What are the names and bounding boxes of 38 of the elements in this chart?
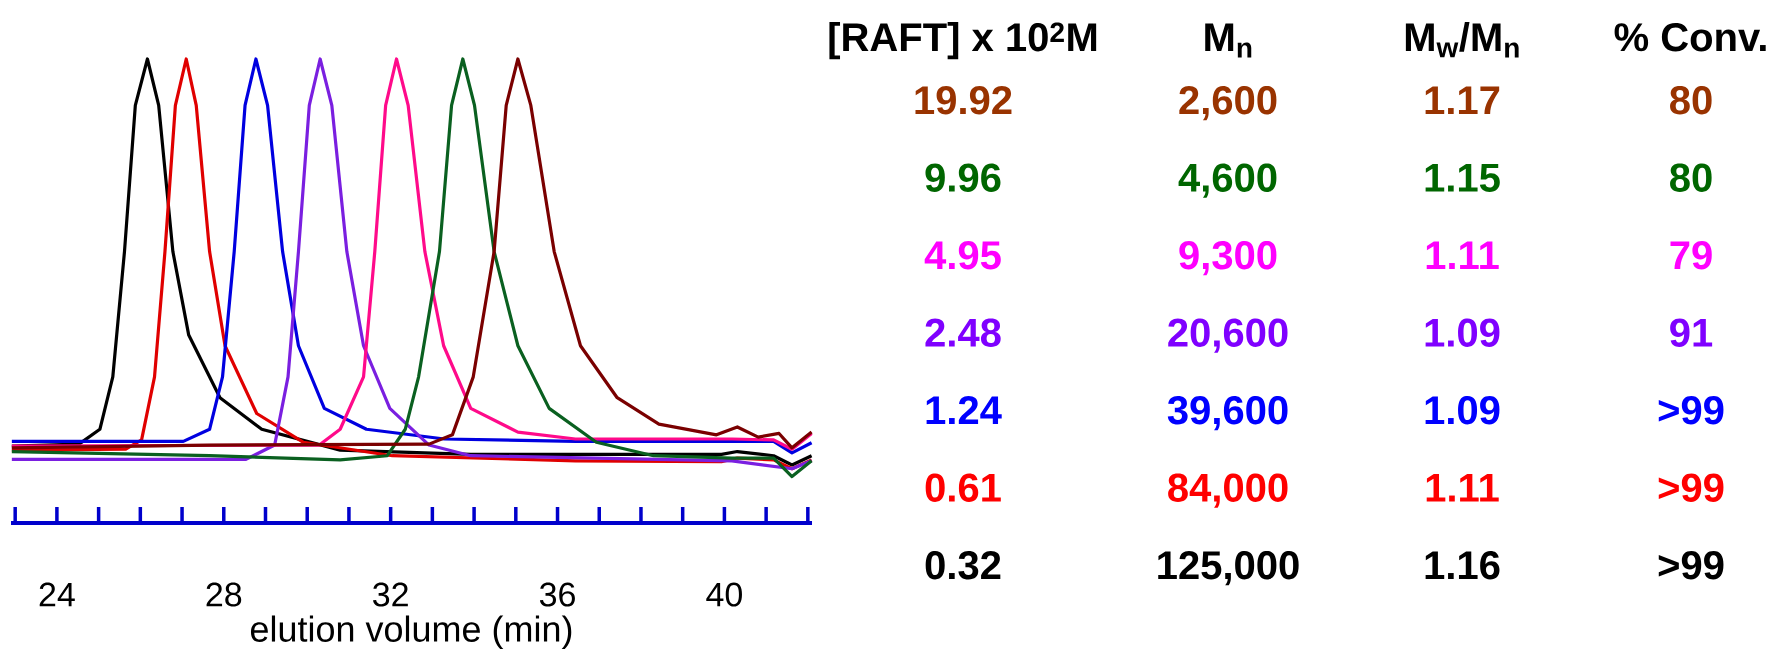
data-label: 84,000: [1168, 473, 1288, 508]
data-label: 20,600: [1168, 318, 1288, 353]
category-label: [RAFT] x 10$^{2}$M: [829, 22, 1097, 60]
data-label: 1.24: [926, 396, 1002, 424]
x-tick-label: 36: [539, 582, 575, 607]
data-label: 0.32: [925, 551, 1001, 580]
data-label: 79: [1670, 241, 1712, 270]
data-label: 80: [1670, 86, 1712, 115]
x-tick-label: 24: [39, 582, 75, 607]
data-label: 0.61: [925, 473, 1001, 502]
data-label: 4.95: [924, 241, 1001, 270]
data-label: 1.11: [1426, 241, 1499, 269]
data-label: 91: [1670, 318, 1713, 347]
data-label: 19.92: [915, 86, 1012, 115]
data-label: 1.09: [1425, 318, 1500, 347]
data-label: >99: [1658, 551, 1724, 580]
data-label: 2.48: [925, 318, 1001, 347]
data-label: 1.15: [1425, 163, 1500, 192]
data-label: 1.09: [1425, 396, 1500, 425]
data-label: 4,600: [1178, 163, 1277, 198]
x-tick-label: 32: [373, 582, 408, 607]
data-label: 125,000: [1158, 551, 1299, 586]
data-label: 1.11: [1426, 473, 1499, 502]
x-tick-label: 40: [706, 582, 742, 607]
data-label: 1.17: [1425, 86, 1500, 114]
data-label: 9.96: [925, 163, 1001, 192]
data-label: 1.16: [1425, 551, 1500, 580]
x-tick-label: 28: [206, 582, 242, 607]
data-label: 9,300: [1179, 241, 1277, 276]
category-label: M$_{w}$/M$_{n}$: [1405, 22, 1519, 58]
data-label: 2,600: [1179, 86, 1277, 121]
category-label: M$_{n}$: [1205, 23, 1252, 58]
x-axis-title: elution volume (min): [250, 615, 572, 650]
data-label: 39,600: [1167, 396, 1288, 431]
category-label: % Conv.: [1614, 23, 1766, 52]
data-label: >99: [1658, 473, 1724, 502]
data-label: >99: [1658, 396, 1724, 425]
data-label: 80: [1670, 163, 1712, 192]
